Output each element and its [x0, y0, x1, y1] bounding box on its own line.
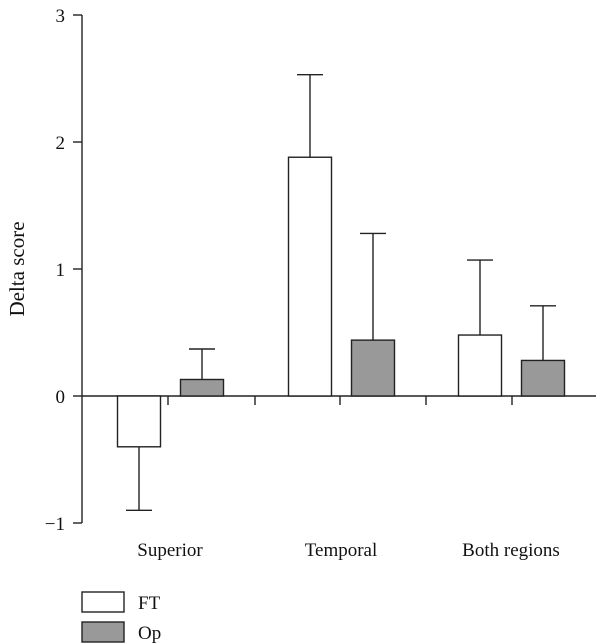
y-tick-label: 2 [56, 133, 66, 154]
bar-ft-both-regions [457, 334, 503, 397]
legend-swatch-op [81, 621, 125, 643]
bar-ft-superior [116, 395, 162, 448]
category-label: Superior [137, 540, 203, 561]
axes [73, 14, 596, 524]
bars [116, 156, 566, 448]
category-label: Both regions [462, 540, 560, 561]
legend: FT Op [81, 591, 161, 644]
y-tick-label: 3 [56, 6, 66, 27]
y-tick-label: −1 [45, 514, 65, 535]
labels: −1 0 1 2 3 Superior Temporal Both regions Delta … [5, 6, 560, 561]
legend-swatch-ft [81, 591, 125, 613]
category-label: Temporal [305, 540, 378, 561]
bar-op-both-regions [520, 359, 566, 397]
y-axis-title: Delta score [5, 221, 29, 316]
legend-label: FT [138, 593, 161, 614]
y-tick-label: 1 [56, 260, 66, 281]
bar-op-temporal [350, 339, 396, 397]
error-bars [126, 73, 556, 511]
bar-op-superior [179, 378, 225, 397]
bar-ft-temporal [287, 156, 333, 397]
legend-label: Op [138, 623, 161, 644]
y-tick-label: 0 [56, 387, 66, 408]
